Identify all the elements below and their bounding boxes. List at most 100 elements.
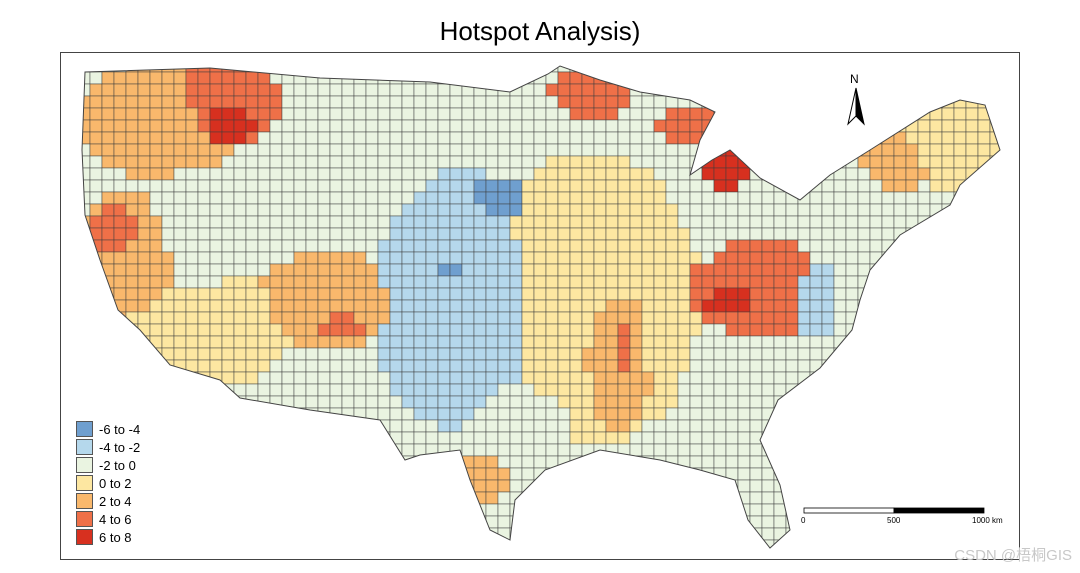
county-polygon — [641, 66, 655, 73]
county-polygon — [257, 467, 271, 481]
county-polygon — [977, 95, 991, 109]
county-polygon — [905, 239, 919, 253]
county-polygon — [365, 95, 379, 109]
county-polygon — [713, 431, 727, 445]
county-polygon — [389, 419, 403, 433]
county-polygon — [917, 371, 931, 385]
county-polygon — [653, 119, 667, 133]
county-polygon — [917, 143, 931, 157]
county-polygon — [713, 275, 727, 289]
county-polygon — [485, 311, 499, 325]
county-polygon — [437, 443, 451, 457]
county-polygon — [282, 552, 294, 564]
county-polygon — [509, 347, 523, 361]
county-polygon — [713, 311, 727, 325]
county-polygon — [269, 119, 283, 133]
county-polygon — [161, 443, 175, 457]
county-polygon — [437, 467, 451, 481]
county-polygon — [689, 299, 703, 313]
county-polygon — [269, 383, 283, 397]
county-polygon — [449, 383, 463, 397]
county-polygon — [485, 431, 499, 445]
county-polygon — [497, 503, 511, 517]
county-polygon — [797, 107, 811, 121]
county-polygon — [617, 275, 631, 289]
county-polygon — [761, 239, 775, 253]
county-polygon — [317, 287, 331, 301]
county-polygon — [905, 515, 919, 529]
county-polygon — [449, 455, 463, 469]
county-polygon — [101, 203, 115, 217]
county-polygon — [713, 143, 727, 157]
county-polygon — [857, 179, 871, 193]
county-polygon — [173, 287, 187, 301]
county-polygon — [629, 335, 643, 349]
county-polygon — [149, 527, 163, 541]
county-polygon — [293, 191, 307, 205]
county-polygon — [581, 155, 595, 169]
county-polygon — [678, 552, 690, 564]
county-polygon — [965, 347, 979, 361]
county-polygon — [989, 359, 1000, 373]
county-polygon — [605, 503, 619, 517]
county-polygon — [497, 119, 511, 133]
county-polygon — [737, 467, 751, 481]
county-polygon — [977, 287, 991, 301]
county-polygon — [509, 143, 523, 157]
county-polygon — [149, 395, 163, 409]
county-polygon — [317, 155, 331, 169]
county-polygon — [425, 131, 439, 145]
county-polygon — [629, 203, 643, 217]
county-polygon — [773, 179, 787, 193]
county-polygon — [389, 251, 403, 265]
county-polygon — [917, 323, 931, 337]
county-polygon — [233, 119, 247, 133]
county-polygon — [569, 95, 583, 109]
county-polygon — [521, 251, 535, 265]
county-polygon — [173, 215, 187, 229]
county-polygon — [557, 71, 571, 85]
county-polygon — [521, 143, 535, 157]
county-polygon — [713, 299, 727, 313]
county-polygon — [173, 347, 187, 361]
county-polygon — [353, 251, 367, 265]
county-polygon — [245, 239, 259, 253]
county-polygon — [569, 323, 583, 337]
county-polygon — [906, 552, 918, 564]
county-polygon — [113, 347, 127, 361]
county-polygon — [461, 503, 475, 517]
county-polygon — [749, 155, 763, 169]
county-polygon — [521, 287, 535, 301]
county-polygon — [689, 455, 703, 469]
county-polygon — [677, 443, 691, 457]
county-polygon — [953, 455, 967, 469]
county-polygon — [89, 191, 103, 205]
county-polygon — [641, 527, 655, 541]
county-polygon — [365, 527, 379, 541]
county-polygon — [881, 323, 895, 337]
county-polygon — [653, 479, 667, 493]
county-polygon — [269, 227, 283, 241]
county-polygon — [605, 107, 619, 121]
legend-swatch — [76, 475, 93, 491]
county-polygon — [245, 539, 259, 548]
county-polygon — [689, 95, 703, 109]
county-polygon — [377, 371, 391, 385]
county-polygon — [173, 191, 187, 205]
county-polygon — [438, 552, 450, 564]
county-polygon — [509, 395, 523, 409]
county-polygon — [197, 335, 211, 349]
county-polygon — [209, 179, 223, 193]
county-polygon — [509, 287, 523, 301]
county-polygon — [365, 395, 379, 409]
county-polygon — [305, 66, 319, 73]
county-polygon — [581, 71, 595, 85]
county-polygon — [917, 407, 931, 421]
county-polygon — [617, 491, 631, 505]
county-polygon — [881, 431, 895, 445]
county-polygon — [221, 299, 235, 313]
county-polygon — [461, 131, 475, 145]
county-polygon — [485, 527, 499, 541]
county-polygon — [989, 71, 1000, 85]
county-polygon — [689, 371, 703, 385]
